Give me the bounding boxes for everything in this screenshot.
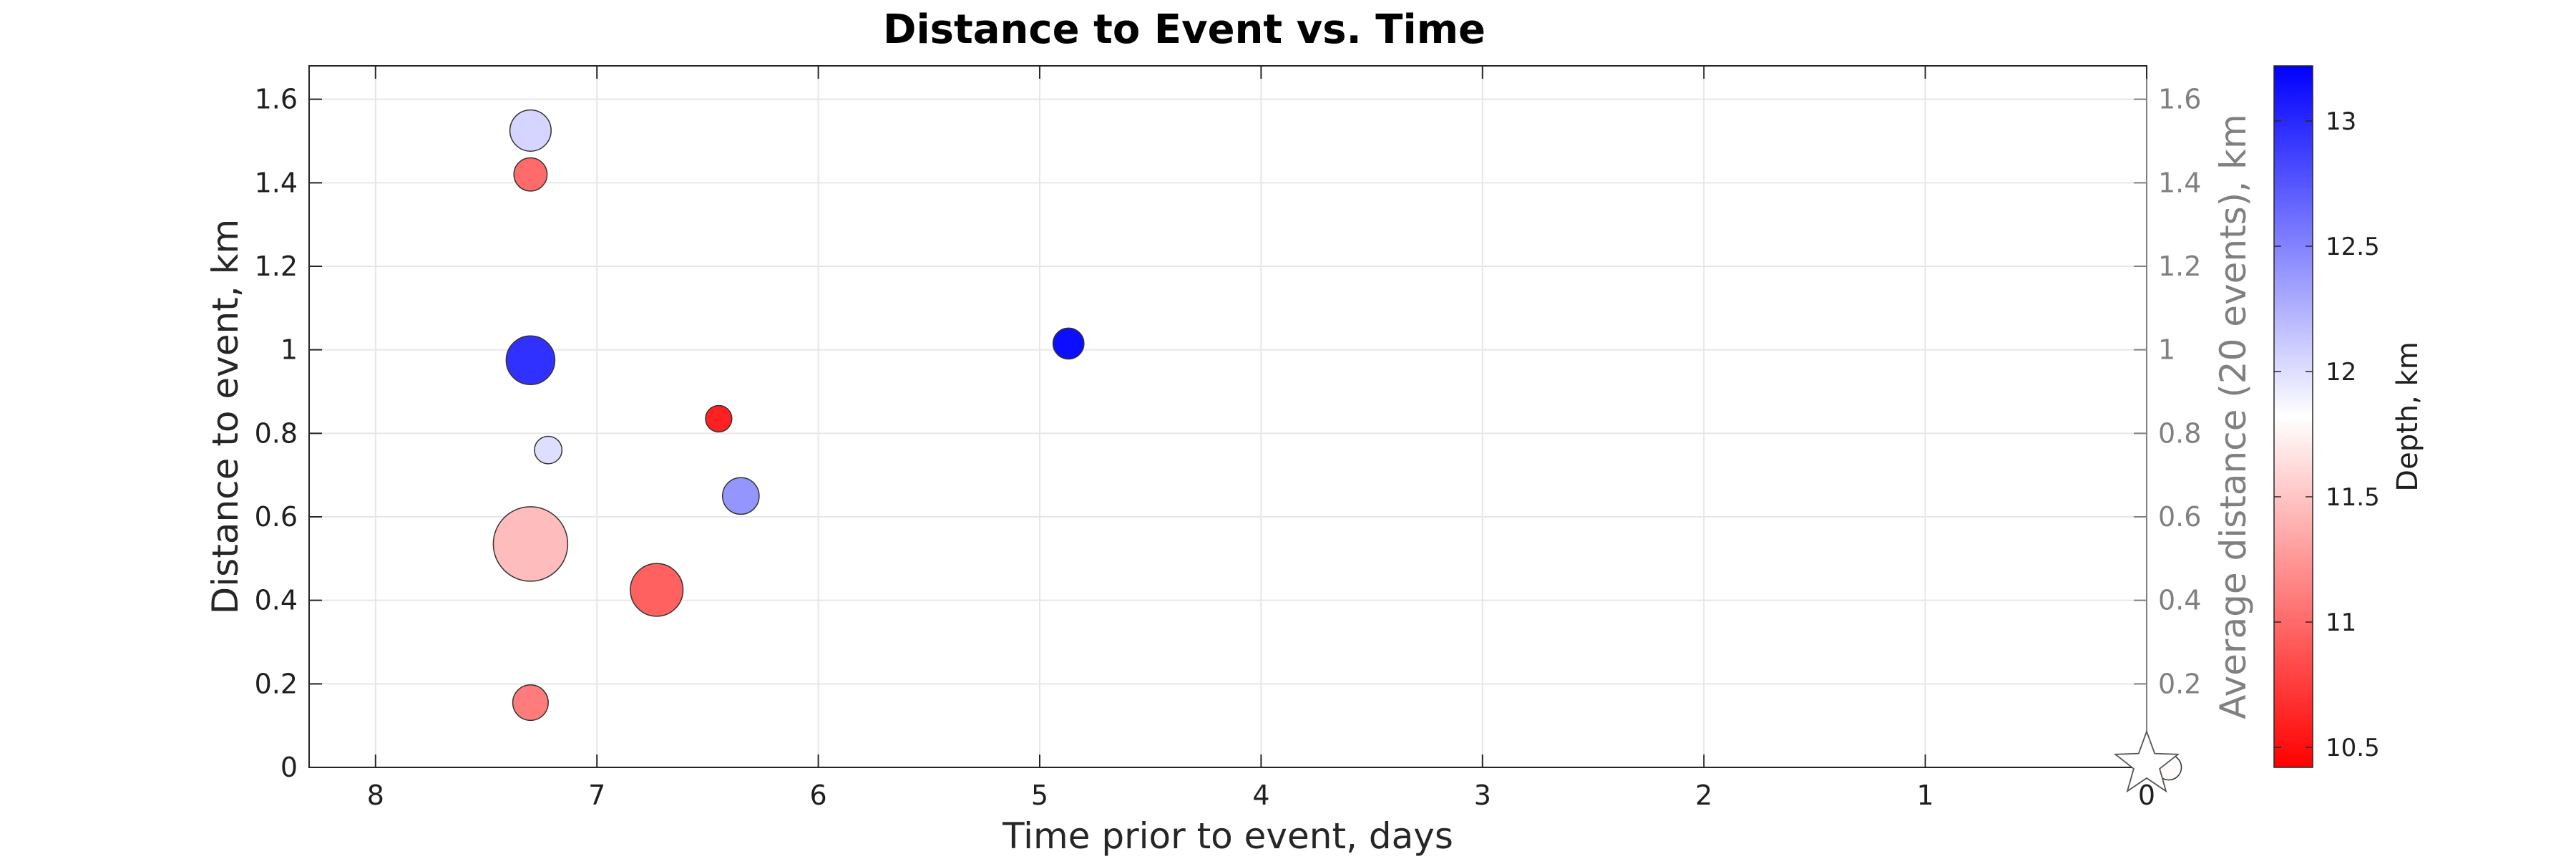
right-y-tick-label: 0.6 xyxy=(2158,501,2201,533)
right-y-axis-label: Average distance (20 events), km xyxy=(2212,114,2254,719)
data-point xyxy=(1052,327,1085,360)
x-tick-label: 4 xyxy=(1252,780,1269,811)
chart-title: Distance to Event vs. Time xyxy=(883,6,1485,53)
x-tick-label: 8 xyxy=(367,780,384,811)
x-tick-label: 7 xyxy=(588,780,605,811)
colorbar-ticks: 10.5 11 11.5 12 12.5 13 xyxy=(2274,107,2380,762)
colorbar-tick-label: 12 xyxy=(2326,358,2356,387)
x-tick-label: 3 xyxy=(1474,780,1491,811)
x-tick-label: 0 xyxy=(2138,780,2155,811)
x-tick-label: 6 xyxy=(810,780,827,811)
colorbar-tick-label: 10.5 xyxy=(2326,734,2380,762)
data-point xyxy=(513,157,548,192)
right-y-tick-label: 1.4 xyxy=(2158,167,2201,198)
y-tick-label: 1.6 xyxy=(255,84,298,115)
data-points xyxy=(492,109,2182,781)
y-tick-label: 0.8 xyxy=(255,417,298,449)
x-tick-label: 1 xyxy=(1917,780,1934,811)
data-point xyxy=(705,404,733,433)
plot-area-frame xyxy=(308,65,2147,768)
data-point xyxy=(534,435,563,465)
data-point xyxy=(630,563,684,617)
y-tick-label: 1.2 xyxy=(255,251,298,282)
right-y-tick-label: 1 xyxy=(2158,334,2175,366)
data-point xyxy=(505,335,556,385)
right-y-tick-label: 0.8 xyxy=(2158,417,2201,449)
y-tick-label: 1.4 xyxy=(255,167,298,198)
data-point xyxy=(512,684,549,722)
event-star-icon xyxy=(2113,729,2180,793)
data-point xyxy=(492,506,569,582)
y-tick-label: 0.6 xyxy=(255,501,298,533)
data-point xyxy=(509,109,552,152)
y-tick-label: 0.4 xyxy=(255,585,298,616)
x-tick-label: 5 xyxy=(1031,780,1048,811)
right-y-tick-label: 1.6 xyxy=(2158,84,2201,115)
event-marker-layer xyxy=(2113,729,2180,793)
data-point xyxy=(721,477,760,515)
right-y-tick-label: 1.2 xyxy=(2158,251,2201,282)
colorbar-tick-label: 12.5 xyxy=(2326,233,2380,261)
y-tick-label: 1 xyxy=(280,334,298,366)
right-y-tick-label: 0.2 xyxy=(2158,668,2201,699)
colorbar xyxy=(2273,65,2313,768)
grid xyxy=(309,66,2147,768)
colorbar-label: Depth, km xyxy=(2391,341,2424,491)
x-tick-label: 2 xyxy=(1695,780,1712,811)
colorbar-tick-label: 11 xyxy=(2326,608,2356,637)
y-tick-label: 0.2 xyxy=(255,668,298,699)
y-tick-label: 0 xyxy=(280,752,298,783)
y-axis-label: Distance to event, km xyxy=(205,219,246,614)
x-axis-label: Time prior to event, days xyxy=(1002,815,1453,857)
colorbar-tick-label: 11.5 xyxy=(2326,483,2380,512)
right-y-tick-label: 0.4 xyxy=(2158,585,2201,616)
colorbar-tick-label: 13 xyxy=(2326,107,2356,136)
axis-ticks: 8 7 6 5 4 3 2 1 0 0 0.2 0.4 0.6 0.8 1 1.2 1.4 1.6 0.2 0.4 0.… xyxy=(255,66,2201,811)
